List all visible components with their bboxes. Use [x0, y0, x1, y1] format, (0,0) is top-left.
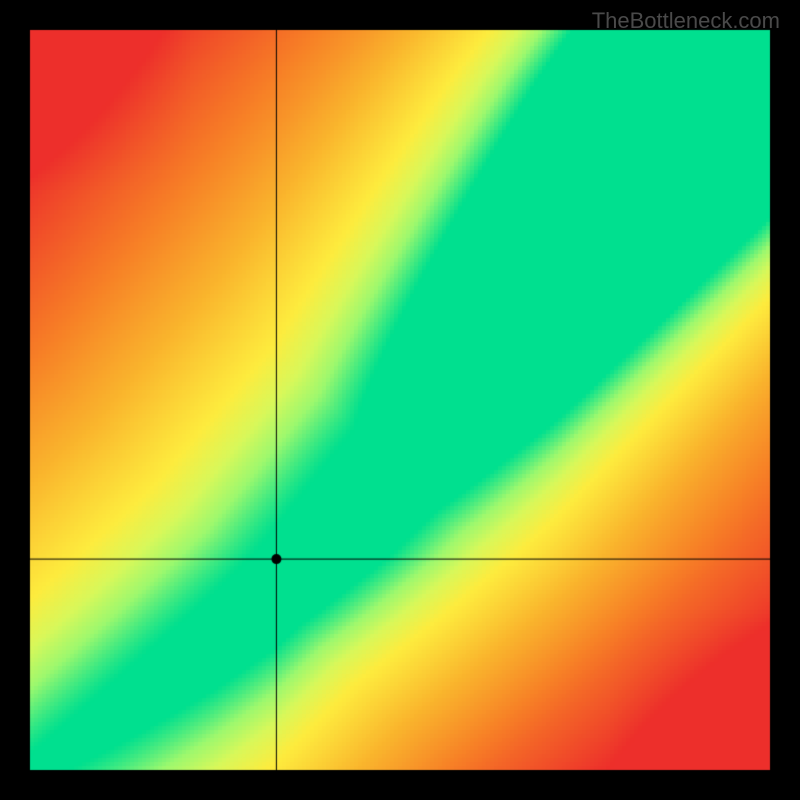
watermark-text: TheBottleneck.com	[592, 8, 780, 34]
heatmap-canvas	[0, 0, 800, 800]
bottleneck-heatmap-container: TheBottleneck.com	[0, 0, 800, 800]
